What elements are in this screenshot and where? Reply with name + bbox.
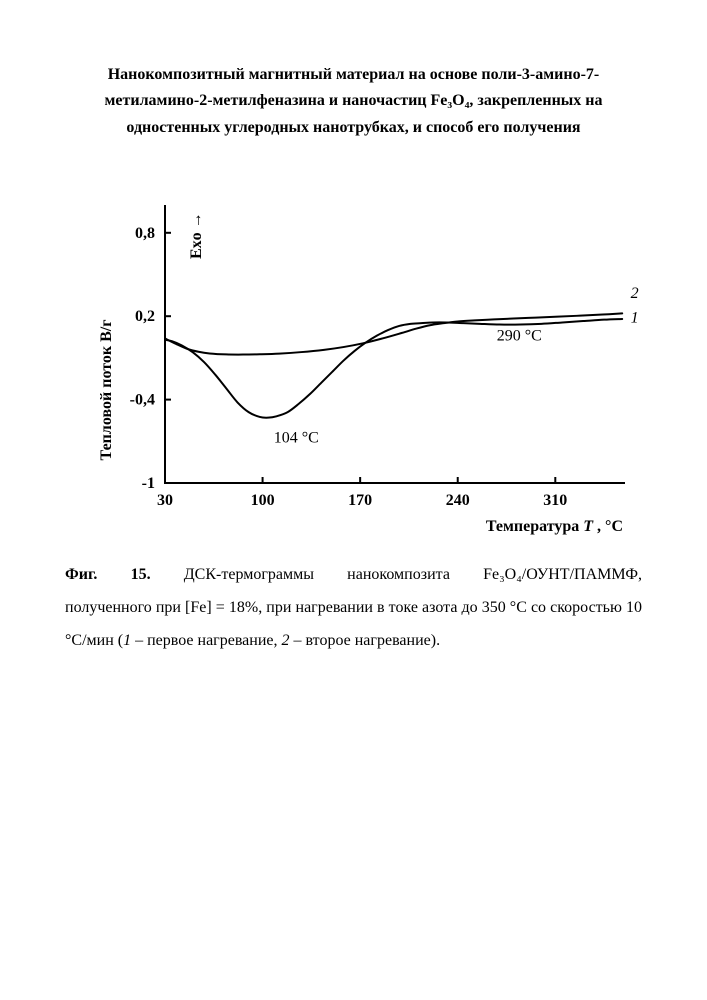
- svg-text:170: 170: [348, 492, 372, 509]
- caption-mid: – первое нагревание,: [131, 632, 281, 649]
- svg-text:Exo →: Exo →: [188, 213, 205, 260]
- caption-italic-2: 2: [282, 632, 290, 649]
- title-line-1: Нанокомпозитный магнитный материал на ос…: [108, 66, 600, 83]
- svg-text:-1: -1: [142, 475, 155, 492]
- svg-text:290 °C: 290 °C: [497, 328, 542, 345]
- svg-text:Тепловой поток В/г: Тепловой поток В/г: [98, 320, 115, 461]
- caption-w3: Fe₃O₄/ОУНТ/ПАММФ,: [483, 559, 642, 592]
- caption-line-1: Фиг. 15. ДСК-термограммы нанокомпозита F…: [65, 559, 642, 592]
- dsc-chart: 30 100 170 240 310 -1 -0,4 0,2 0,8 Тепловой поток…: [93, 179, 613, 539]
- svg-text:0,2: 0,2: [135, 308, 155, 325]
- svg-text:30: 30: [157, 492, 173, 509]
- svg-text:Температура T , °C: Температура T , °C: [486, 518, 623, 535]
- svg-text:240: 240: [446, 492, 470, 509]
- caption-w2: нанокомпозита: [347, 559, 450, 592]
- chart-svg: 30 100 170 240 310 -1 -0,4 0,2 0,8 Тепловой поток…: [93, 179, 643, 539]
- svg-text:100: 100: [251, 492, 275, 509]
- figure-caption: Фиг. 15. ДСК-термограммы нанокомпозита F…: [65, 559, 642, 657]
- document-title: Нанокомпозитный магнитный материал на ос…: [65, 62, 642, 141]
- svg-text:1: 1: [631, 310, 639, 327]
- fig-label-2: 15.: [131, 559, 151, 592]
- fig-label-1: Фиг.: [65, 559, 97, 592]
- title-line-3: одностенных углеродных нанотрубках, и сп…: [126, 119, 580, 136]
- page: Нанокомпозитный магнитный материал на ос…: [0, 0, 707, 1000]
- svg-text:2: 2: [631, 285, 639, 302]
- caption-w1: ДСК-термограммы: [184, 559, 314, 592]
- svg-text:310: 310: [543, 492, 567, 509]
- title-line-2: метиламино-2-метилфеназина и наночастиц …: [104, 92, 602, 109]
- svg-text:104 °C: 104 °C: [274, 430, 319, 447]
- svg-text:0,8: 0,8: [135, 225, 155, 242]
- caption-italic-1: 1: [123, 632, 131, 649]
- svg-text:-0,4: -0,4: [130, 392, 155, 409]
- caption-tail: – второе нагревание).: [290, 632, 441, 649]
